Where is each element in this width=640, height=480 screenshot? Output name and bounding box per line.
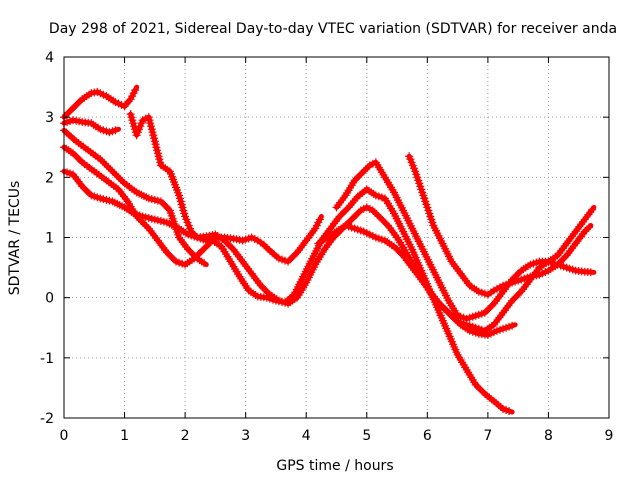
data-point xyxy=(118,177,127,186)
data-point xyxy=(131,86,140,95)
data-point xyxy=(106,165,115,174)
series-track-5 xyxy=(60,143,515,415)
data-point xyxy=(112,171,121,180)
data-point xyxy=(315,215,324,224)
series-track-1 xyxy=(60,84,140,122)
data-point xyxy=(363,163,372,172)
x-tick-label: 8 xyxy=(544,428,553,444)
series-track-8 xyxy=(332,158,597,323)
data-point xyxy=(104,163,113,172)
data-point xyxy=(586,268,595,277)
series-line xyxy=(334,159,597,322)
data-point xyxy=(142,222,151,231)
data-point xyxy=(370,208,379,217)
data-point xyxy=(361,165,370,174)
data-point xyxy=(200,259,209,268)
y-tick-label: -2 xyxy=(40,411,54,427)
data-point xyxy=(111,126,120,135)
x-tick-label: 4 xyxy=(302,428,311,444)
data-point xyxy=(505,406,514,415)
x-tick-label: 6 xyxy=(423,428,432,444)
data-point xyxy=(580,227,589,236)
data-point xyxy=(372,210,381,219)
x-axis-label: GPS time / hours xyxy=(276,458,393,474)
data-point xyxy=(98,157,107,166)
data-point xyxy=(263,244,272,253)
data-point xyxy=(102,161,111,170)
data-point xyxy=(588,205,597,214)
axis-ticks: 0 1 2 3 4 5 6 7 8 9 -2 -1 0 1 2 3 4 xyxy=(40,50,613,444)
x-tick-label: 9 xyxy=(605,428,614,444)
data-point xyxy=(108,167,117,176)
data-point xyxy=(116,175,125,184)
data-point xyxy=(584,223,593,232)
x-tick-label: 2 xyxy=(181,428,190,444)
x-tick-label: 0 xyxy=(60,428,69,444)
y-tick-label: 4 xyxy=(45,50,54,66)
y-tick-label: 3 xyxy=(45,110,54,126)
data-point xyxy=(114,173,123,182)
data-point xyxy=(140,220,149,229)
x-tick-label: 7 xyxy=(483,428,492,444)
x-tick-label: 3 xyxy=(241,428,250,444)
data-point xyxy=(359,167,368,176)
data-point xyxy=(96,155,105,164)
series-track-2 xyxy=(60,116,121,137)
x-tick-label: 1 xyxy=(120,428,129,444)
series-track-4 xyxy=(60,126,209,268)
y-tick-label: 2 xyxy=(45,170,54,186)
plot-area xyxy=(60,84,597,415)
data-point xyxy=(368,206,377,215)
data-point xyxy=(259,240,268,249)
data-point xyxy=(261,242,270,251)
data-point xyxy=(110,169,119,178)
y-tick-label: 0 xyxy=(45,291,54,307)
data-point xyxy=(508,321,517,330)
series-track-9 xyxy=(405,152,594,299)
data-point xyxy=(100,159,109,168)
y-tick-label: -1 xyxy=(40,351,54,367)
x-tick-label: 5 xyxy=(362,428,371,444)
data-point xyxy=(582,225,591,234)
y-axis-label: SDTVAR / TECUs xyxy=(7,181,23,296)
chart-title: Day 298 of 2021, Sidereal Day-to-day VTE… xyxy=(49,21,617,37)
y-tick-label: 1 xyxy=(45,231,54,247)
